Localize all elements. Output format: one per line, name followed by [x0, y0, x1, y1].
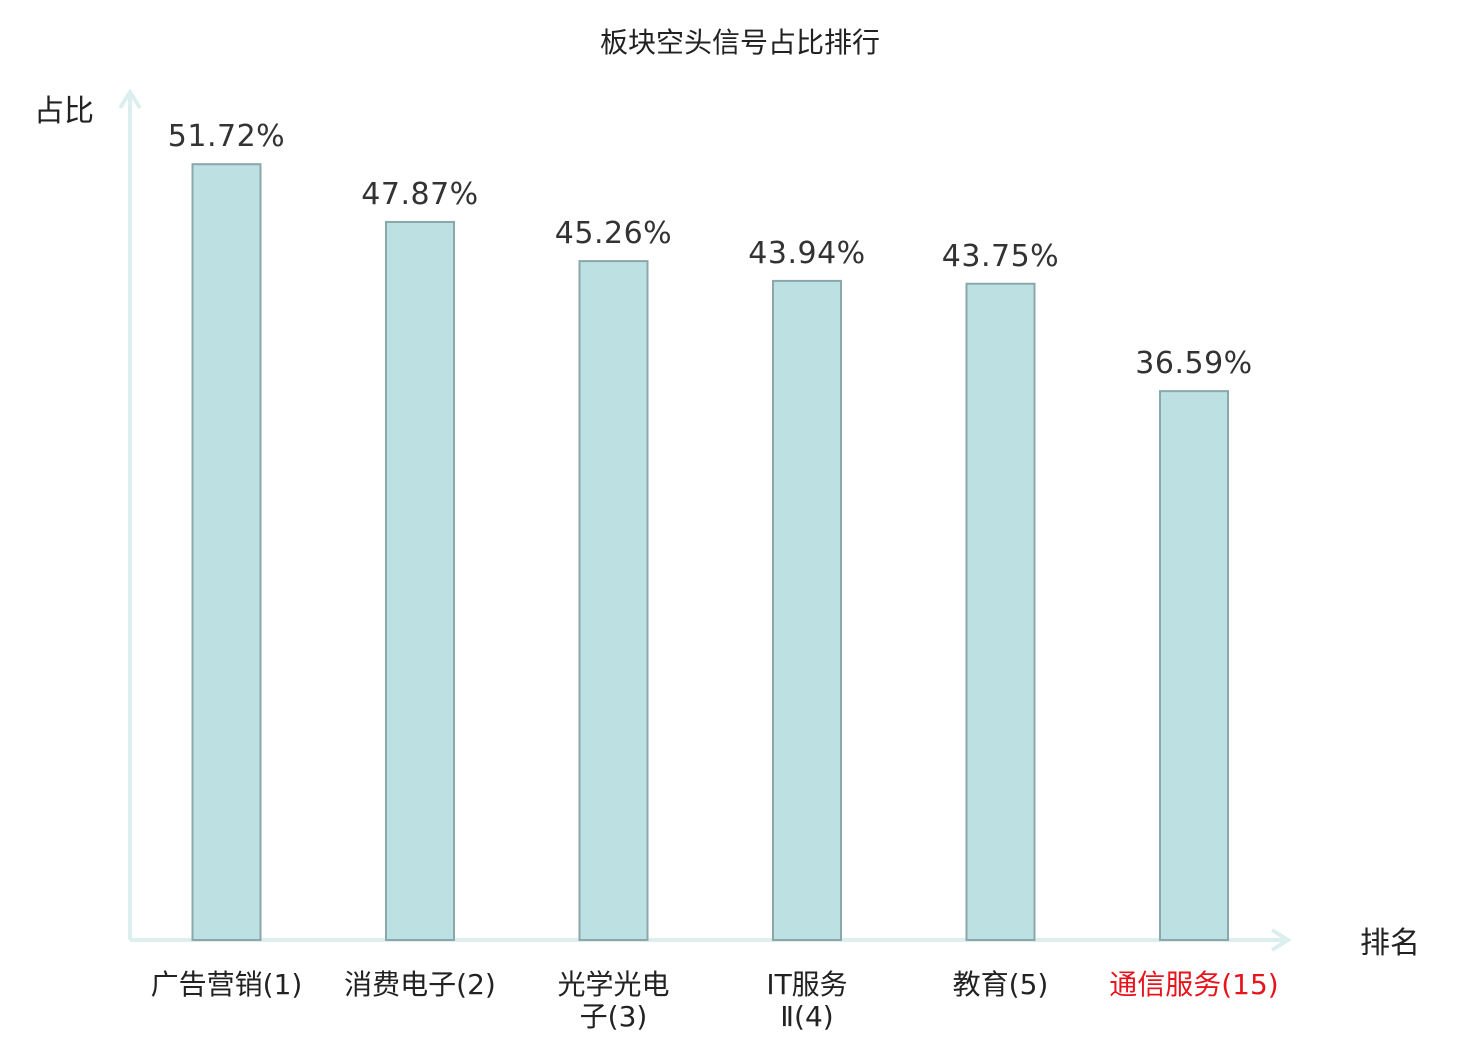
value-label-5: 36.59%	[1135, 346, 1252, 381]
bar-0	[191, 163, 262, 941]
value-labels-group: 51.72% 47.87% 45.26% 43.94% 43.75% 36.59%	[168, 119, 1252, 381]
y-axis-label: 占比	[34, 94, 94, 129]
category-label-2-line-0: 光学光电	[557, 968, 669, 1001]
bar-4	[965, 282, 1036, 941]
category-label-4: 教育(5)	[953, 968, 1049, 1001]
value-label-2: 45.26%	[555, 216, 672, 251]
category-label-3-line-0: IT服务	[766, 968, 847, 1001]
bar-5	[1159, 390, 1229, 941]
chart-title: 板块空头信号占比排行	[600, 26, 880, 59]
category-label-1: 消费电子(2)	[344, 968, 496, 1001]
bars-group	[191, 163, 1229, 942]
y-axis-arrow-icon	[118, 88, 142, 110]
x-axis-arrow-icon	[1270, 928, 1292, 952]
bar-3	[772, 279, 842, 941]
category-label-5: 通信服务(15)	[1109, 968, 1278, 1001]
category-label-2-line-1: 子(3)	[580, 1000, 648, 1033]
value-label-4: 43.75%	[942, 239, 1059, 274]
value-label-1: 47.87%	[361, 177, 478, 212]
bar-1	[385, 220, 455, 941]
bar-2	[578, 260, 649, 942]
value-label-0: 51.72%	[168, 119, 285, 154]
value-label-3: 43.94%	[748, 236, 865, 271]
x-axis-label: 排名	[1360, 926, 1420, 961]
category-label-0: 广告营销(1)	[151, 968, 303, 1001]
category-label-3-line-1: Ⅱ(4)	[780, 1000, 833, 1033]
